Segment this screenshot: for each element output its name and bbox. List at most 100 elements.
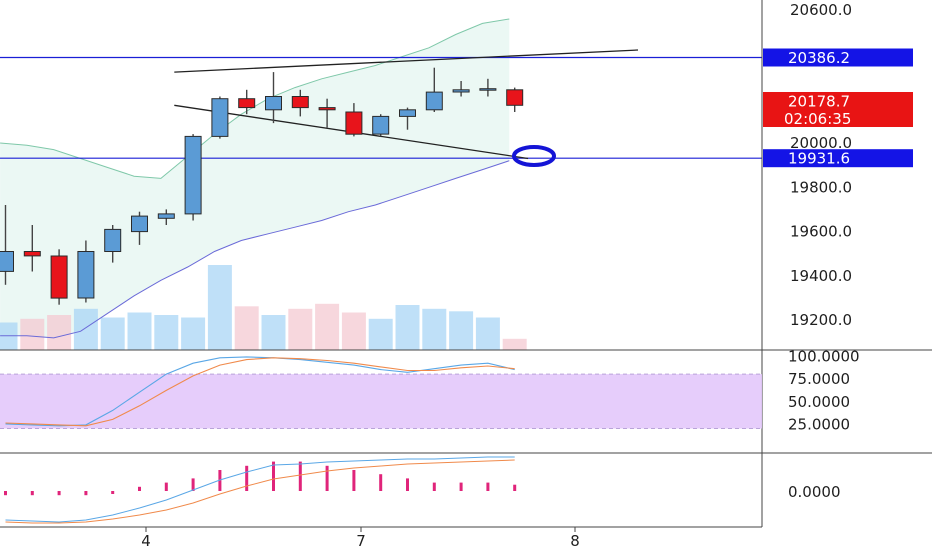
macd-line — [5, 456, 515, 523]
histogram-bar — [406, 478, 409, 491]
histogram-bar — [138, 486, 141, 491]
candle-body — [318, 107, 336, 111]
volume-bar — [261, 315, 286, 350]
volume-bar — [368, 318, 393, 351]
histogram-bar — [272, 461, 275, 491]
oscillator-tick-label: 50.0000 — [788, 393, 850, 411]
price-axis[interactable]: 20600.0 20000.0 19800.0 19600.0 19400.0 19200… — [790, 1, 852, 329]
level-price-tag — [763, 149, 913, 168]
oscillator-tick-label: 75.0000 — [788, 370, 850, 388]
oscillator-pane — [0, 356, 762, 429]
volume-bar — [449, 311, 474, 351]
price-tick-label: 19200.0 — [790, 311, 852, 329]
histogram-bar — [298, 461, 302, 491]
candle-body — [479, 88, 497, 91]
oscillator-tick-label: 100.0000 — [788, 348, 860, 366]
volume-bar — [181, 317, 206, 350]
volume-bar — [100, 317, 125, 350]
countdown-tag — [763, 110, 913, 127]
histogram-axis: 0.0000 — [788, 483, 841, 501]
volume-bars — [0, 265, 527, 351]
candle-body — [345, 111, 363, 135]
current-price-tag — [763, 92, 913, 110]
price-tick-label: 19400.0 — [790, 267, 852, 285]
candle-body — [425, 91, 443, 111]
candle-body — [131, 215, 148, 233]
volume-bar — [47, 315, 72, 350]
histogram-bar — [111, 491, 115, 494]
volume-bar — [475, 317, 500, 350]
candle-body — [238, 98, 256, 109]
volume-bar — [127, 312, 152, 350]
horizontal-level-lines[interactable] — [0, 56, 762, 159]
level-price-tag — [763, 48, 913, 67]
oscillator-band — [0, 374, 762, 429]
oscillator-axis: 100.0000 75.0000 50.0000 25.0000 — [788, 348, 860, 434]
volume-bar — [422, 308, 447, 351]
level-price-tag-label: 20386.2 — [788, 49, 850, 67]
candle-body — [506, 89, 524, 106]
candle-body — [452, 89, 470, 93]
histogram-bar — [459, 482, 463, 491]
histogram-bar — [84, 491, 88, 496]
volume-bar — [0, 322, 18, 350]
oscillator-tick-label: 25.0000 — [788, 415, 850, 433]
histogram-bar — [191, 478, 195, 491]
candle-body — [399, 109, 416, 117]
candle-body — [211, 98, 229, 137]
volume-bar — [288, 308, 313, 351]
candle-body — [23, 251, 41, 257]
price-tags: 20386.2 19931.6 20178.702:06:35 — [763, 48, 913, 168]
candles — [0, 67, 524, 305]
signal-line — [5, 459, 515, 524]
histogram-bar — [57, 491, 61, 496]
candle-body — [50, 255, 68, 299]
volume-bar — [395, 305, 420, 350]
current-price-label: 20178.7 — [788, 93, 850, 111]
histogram-bar — [164, 482, 168, 491]
price-tick-label: 20600.0 — [790, 1, 852, 19]
histogram-bar — [325, 465, 329, 491]
volume-bar — [502, 338, 527, 351]
candle-body — [372, 115, 390, 135]
price-tick-label: 20000.0 — [790, 134, 852, 152]
candle-body — [0, 251, 14, 272]
volume-bar — [207, 265, 232, 350]
histogram-bar — [379, 474, 383, 491]
volume-bar — [73, 308, 98, 351]
candle-body — [77, 251, 95, 299]
time-tick-label: 8 — [570, 532, 580, 550]
oscillator-k-line — [5, 356, 515, 427]
candle-body — [184, 135, 202, 215]
histogram-bar — [245, 465, 249, 491]
histogram-bar — [432, 482, 436, 491]
candle-body — [104, 228, 122, 252]
volume-bar — [20, 318, 45, 351]
oscillator-d-line — [5, 357, 515, 427]
volume-bar — [234, 306, 259, 351]
bollinger-fill-area — [0, 19, 510, 338]
volume-bar — [154, 315, 179, 350]
histogram-pane — [4, 456, 517, 524]
time-axis[interactable]: 4 7 8 — [141, 527, 580, 550]
price-tick-label: 19800.0 — [790, 178, 852, 196]
pane-separators — [0, 0, 932, 528]
price-tick-label: 19600.0 — [790, 223, 852, 241]
volume-bar — [341, 312, 366, 350]
candle-body — [291, 96, 309, 109]
time-tick-label: 4 — [141, 532, 151, 550]
histogram-bar — [352, 470, 356, 491]
target-circle-marker[interactable] — [512, 145, 556, 167]
volume-bar — [315, 303, 340, 351]
histogram-bar — [30, 491, 34, 496]
trendline[interactable] — [174, 49, 639, 73]
histogram-bar — [4, 491, 7, 496]
histogram-bar — [513, 484, 517, 491]
level-price-tag-label: 19931.6 — [788, 150, 850, 168]
histogram-bar — [486, 482, 490, 491]
bollinger-lower-line — [0, 160, 510, 339]
candle-body — [157, 213, 175, 219]
bollinger-band-fill — [0, 19, 510, 338]
candle-body — [265, 96, 282, 111]
